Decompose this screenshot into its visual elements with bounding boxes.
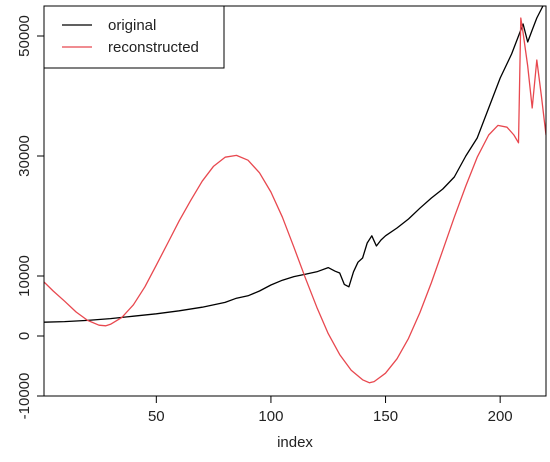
x-axis-title: index [277,434,313,451]
x-axis: 50 100 150 200 [148,396,513,425]
y-tick-label-30000: 30000 [16,135,33,177]
legend-label-original: original [108,17,156,34]
y-tick-label-0: 0 [16,332,33,340]
legend: original reconstructed [43,5,225,69]
x-tick-label-100: 100 [258,408,283,425]
y-axis: -10000 0 10000 30000 50000 [16,15,44,419]
legend-box [43,5,225,69]
x-tick-label-50: 50 [148,408,165,425]
x-tick-label-200: 200 [488,408,513,425]
y-tick-label-10000: 10000 [16,255,33,297]
legend-label-reconstructed: reconstructed [108,39,199,56]
series-line-reconstructed [44,17,546,384]
series-line-original [44,6,544,323]
y-tick-label-50000: 50000 [16,15,33,57]
x-tick-label-150: 150 [373,408,398,425]
series-layer [44,6,546,384]
y-tick-label--10000: -10000 [16,373,33,420]
plot-frame [43,5,547,397]
